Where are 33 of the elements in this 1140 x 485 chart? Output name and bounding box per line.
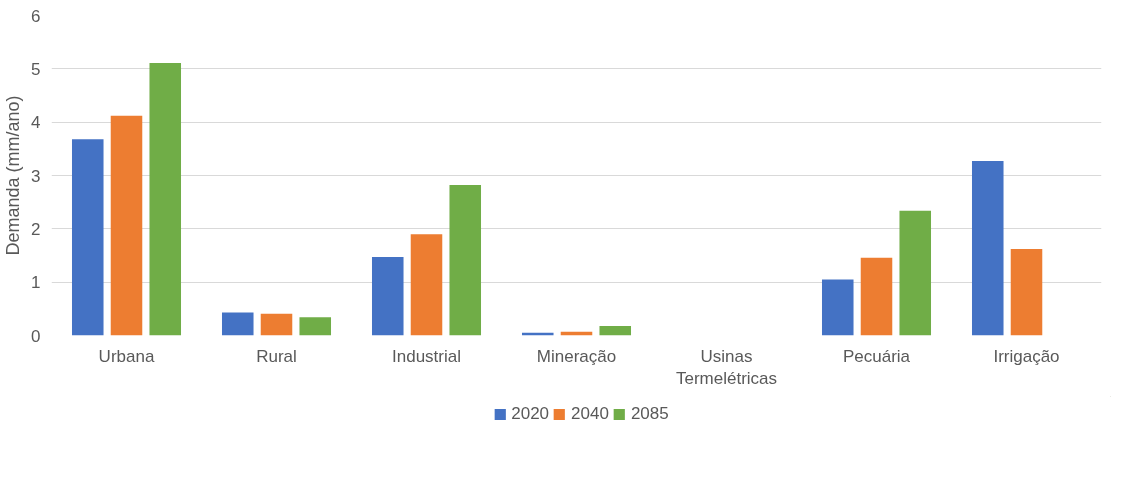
bar xyxy=(371,257,404,336)
legend-label: 2040 xyxy=(571,403,609,424)
bar xyxy=(1010,249,1043,336)
y-tick-label: 5 xyxy=(31,59,41,79)
y-tick-label: 6 xyxy=(31,6,41,26)
bar xyxy=(860,257,893,336)
y-tick-label: 1 xyxy=(31,273,41,293)
x-tick-label: Mineração xyxy=(536,346,617,366)
bar xyxy=(449,185,482,336)
x-tick-label: Usinas Termelétricas xyxy=(675,346,778,389)
bar xyxy=(71,139,104,336)
bar xyxy=(110,115,143,336)
y-tick-label: 4 xyxy=(31,113,41,133)
y-tick-label: 2 xyxy=(31,219,41,239)
bar xyxy=(149,62,182,336)
bar xyxy=(971,161,1004,336)
x-tick-label: Rural xyxy=(256,346,297,366)
bar xyxy=(299,317,332,336)
bar xyxy=(410,234,443,336)
y-tick-label: 3 xyxy=(31,166,41,186)
bar xyxy=(899,210,932,336)
y-axis-title: Demanda (mm/ano) xyxy=(3,95,24,256)
bar xyxy=(221,312,254,336)
y-tick-label: 0 xyxy=(31,326,41,346)
bar xyxy=(599,325,632,336)
legend-label: 2020 xyxy=(511,403,550,424)
x-tick-label: Urbana xyxy=(98,346,155,366)
bar xyxy=(821,279,854,336)
bar xyxy=(260,313,293,336)
x-tick-label: Irrigação xyxy=(993,346,1060,366)
x-tick-label: Industrial xyxy=(392,346,461,366)
x-tick-label: Pecuária xyxy=(842,346,911,366)
legend-label: 2085 xyxy=(630,403,669,424)
